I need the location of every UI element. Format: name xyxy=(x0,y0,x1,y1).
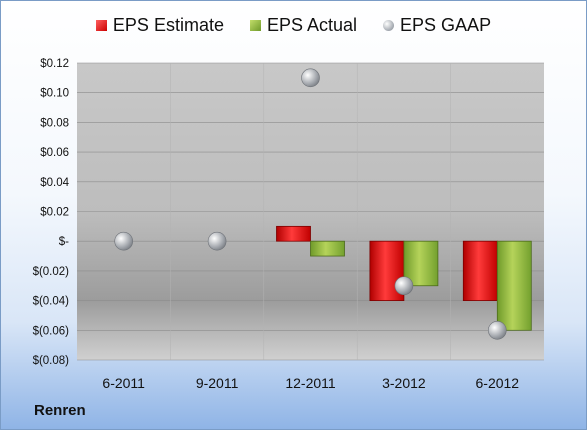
gaap-point xyxy=(207,231,227,251)
bar-eps-actual xyxy=(403,240,439,287)
bar-eps-actual xyxy=(310,240,345,257)
legend-label-gaap: EPS GAAP xyxy=(400,15,492,35)
legend-label-estimate: EPS Estimate xyxy=(112,15,224,35)
y-tick-label: $- xyxy=(59,236,69,248)
y-tick-label: $(0.08) xyxy=(33,355,70,367)
y-tick-label: $0.12 xyxy=(40,58,69,70)
x-tick-label: 6-2012 xyxy=(476,375,520,391)
x-axis-ticks: 6-2011 9-2011 12-2011 3-2012 6-2012 xyxy=(102,375,519,391)
y-tick-label: $0.10 xyxy=(40,88,69,100)
x-tick-label: 12-2011 xyxy=(285,375,336,391)
y-axis-ticks: $0.12 $0.10 $0.08 $0.06 $0.04 $0.02 $- $(0.02) $… xyxy=(33,58,70,367)
legend-swatch-actual xyxy=(249,20,261,31)
y-tick-label: $(0.02) xyxy=(33,266,70,278)
bars xyxy=(276,225,532,331)
y-tick-label: $0.08 xyxy=(40,117,69,129)
bar-eps-estimate xyxy=(276,225,311,242)
gaap-point xyxy=(487,320,507,340)
x-tick-label: 3-2012 xyxy=(382,375,426,391)
gaap-point xyxy=(301,68,320,88)
legend-label-actual: EPS Actual xyxy=(266,15,358,35)
legend-item-eps-actual: EPS Actual xyxy=(249,15,358,36)
gaap-point xyxy=(394,276,414,296)
company-label: Renren xyxy=(34,402,86,419)
chart-legend: EPS Estimate EPS Actual EPS GAAP xyxy=(1,15,586,36)
y-tick-label: $(0.06) xyxy=(33,325,70,337)
gaap-point xyxy=(114,231,133,251)
legend-swatch-estimate xyxy=(95,20,107,31)
y-tick-label: $0.04 xyxy=(40,177,69,189)
grid-lines xyxy=(77,62,544,361)
x-tick-label: 6-2011 xyxy=(102,375,145,391)
y-tick-label: $0.06 xyxy=(40,147,69,159)
bar-eps-estimate xyxy=(462,240,498,301)
legend-item-eps-gaap: EPS GAAP xyxy=(383,15,491,36)
y-tick-label: $0.02 xyxy=(40,207,69,219)
bar-eps-actual xyxy=(496,240,532,331)
legend-swatch-gaap xyxy=(383,20,395,31)
legend-item-eps-estimate: EPS Estimate xyxy=(95,15,224,36)
gaap-points xyxy=(114,68,507,340)
y-tick-label: $(0.04) xyxy=(33,296,70,308)
x-tick-label: 9-2011 xyxy=(196,375,239,391)
